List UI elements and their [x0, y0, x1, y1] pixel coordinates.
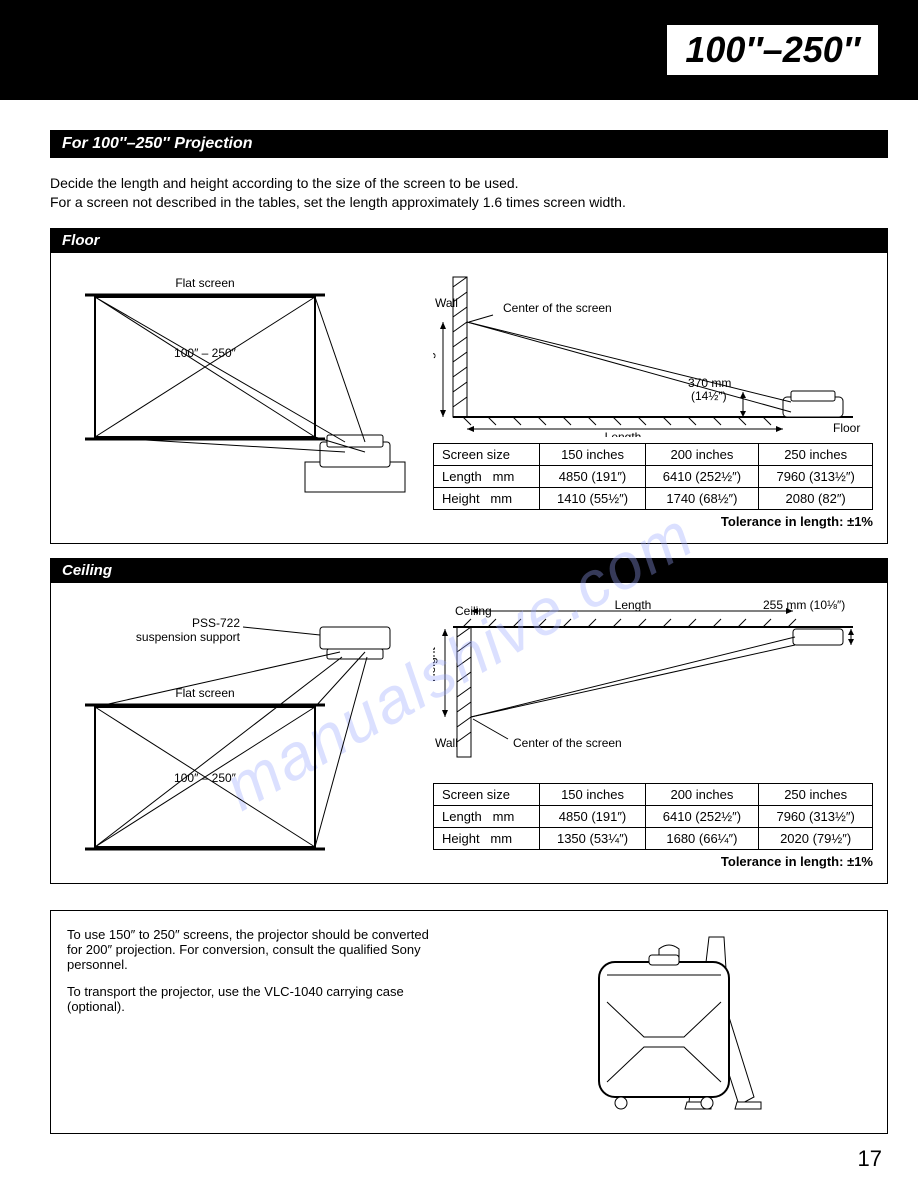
cell: 7960 (313½″) [759, 465, 873, 487]
ceiling-tolerance: Tolerance in length: ±1% [433, 854, 873, 869]
note-p1: To use 150″ to 250″ screens, the project… [67, 927, 437, 972]
height-label: Height [433, 646, 438, 681]
ceiling-title-bar: Ceiling [50, 558, 888, 583]
cell: 1350 (53¼″) [540, 827, 645, 849]
floor-diagram-left: Flat screen 100″ – 250″ [65, 267, 415, 529]
ceiling-diagram-right: Ceiling Wall Center of the screen [433, 597, 873, 869]
floor-title-bar: Floor [50, 228, 888, 253]
wall-label: Wall [435, 296, 458, 310]
table-row: Screen size 150 inches 200 inches 250 in… [434, 783, 873, 805]
note-text: To use 150″ to 250″ screens, the project… [67, 927, 437, 1117]
flat-screen-label: Flat screen [175, 276, 234, 290]
cell: 1680 (66¼″) [645, 827, 759, 849]
table-row: Height mm 1350 (53¼″) 1680 (66¼″) 2020 (… [434, 827, 873, 849]
row-unit: mm [490, 491, 512, 506]
ceiling-panel: PSS-722 suspension support Flat screen 1… [50, 583, 888, 884]
cell: 2080 (82″) [759, 487, 873, 509]
intro-line-1: Decide the length and height according t… [50, 174, 888, 193]
length-label: Length [605, 430, 642, 437]
ceiling-diagram-left: PSS-722 suspension support Flat screen 1… [65, 597, 415, 869]
screen-size-header: Screen size [434, 443, 540, 465]
center-label: Center of the screen [513, 736, 622, 750]
ceiling-table: Screen size 150 inches 200 inches 250 in… [433, 783, 873, 850]
floor-label: Floor [833, 421, 860, 435]
row-label: Length [442, 469, 482, 484]
floor-table: Screen size 150 inches 200 inches 250 in… [433, 443, 873, 510]
flat-screen-label: Flat screen [175, 686, 234, 700]
floor-tolerance: Tolerance in length: ±1% [433, 514, 873, 529]
pss-label: PSS-722 [192, 616, 240, 630]
center-label: Center of the screen [503, 301, 612, 315]
cell: 7960 (313½″) [759, 805, 873, 827]
offset-label: 370 mm [688, 376, 731, 390]
table-row: Height mm 1410 (55½″) 1740 (68½″) 2080 (… [434, 487, 873, 509]
wall-label: Wall [435, 736, 458, 750]
table-row: Length mm 4850 (191″) 6410 (252½″) 7960 … [434, 805, 873, 827]
row-unit: mm [493, 469, 515, 484]
cell: 4850 (191″) [540, 805, 645, 827]
col-header: 250 inches [759, 783, 873, 805]
table-row: Screen size 150 inches 200 inches 250 in… [434, 443, 873, 465]
floor-panel: Flat screen 100″ – 250″ Wall [50, 253, 888, 544]
cell: 6410 (252½″) [645, 805, 759, 827]
offset-label: 255 mm (10⅛″) [763, 598, 845, 612]
col-header: 200 inches [645, 443, 759, 465]
row-label: Height [442, 491, 480, 506]
screen-size-header: Screen size [434, 783, 540, 805]
row-label: Length [442, 809, 482, 824]
cell: 1410 (55½″) [540, 487, 645, 509]
intro-text: Decide the length and height according t… [50, 174, 888, 212]
size-range-box: 100″–250″ [667, 25, 878, 75]
col-header: 150 inches [540, 783, 645, 805]
table-row: Length mm 4850 (191″) 6410 (252½″) 7960 … [434, 465, 873, 487]
height-label: Height [433, 341, 436, 376]
note-p2: To transport the projector, use the VLC-… [67, 984, 437, 1014]
row-unit: mm [493, 809, 515, 824]
floor-diagram-right: Wall Floor [433, 267, 873, 529]
offset-paren-label: (14½″) [691, 389, 727, 403]
cell: 6410 (252½″) [645, 465, 759, 487]
row-label: Height [442, 831, 480, 846]
cell: 1740 (68½″) [645, 487, 759, 509]
page-number: 17 [50, 1146, 882, 1172]
intro-line-2: For a screen not described in the tables… [50, 193, 888, 212]
cell: 2020 (79½″) [759, 827, 873, 849]
pss-sub-label: suspension support [136, 630, 241, 644]
col-header: 150 inches [540, 443, 645, 465]
carrying-case-illustration [467, 927, 871, 1117]
length-label: Length [615, 598, 652, 612]
col-header: 250 inches [759, 443, 873, 465]
note-box: To use 150″ to 250″ screens, the project… [50, 910, 888, 1134]
size-range-label: 100″ – 250″ [174, 346, 237, 360]
size-range-label: 100″ – 250″ [174, 771, 237, 785]
cell: 4850 (191″) [540, 465, 645, 487]
col-header: 200 inches [645, 783, 759, 805]
section-title-bar: For 100″–250″ Projection [50, 130, 888, 158]
top-banner: 100″–250″ [0, 0, 918, 100]
row-unit: mm [490, 831, 512, 846]
